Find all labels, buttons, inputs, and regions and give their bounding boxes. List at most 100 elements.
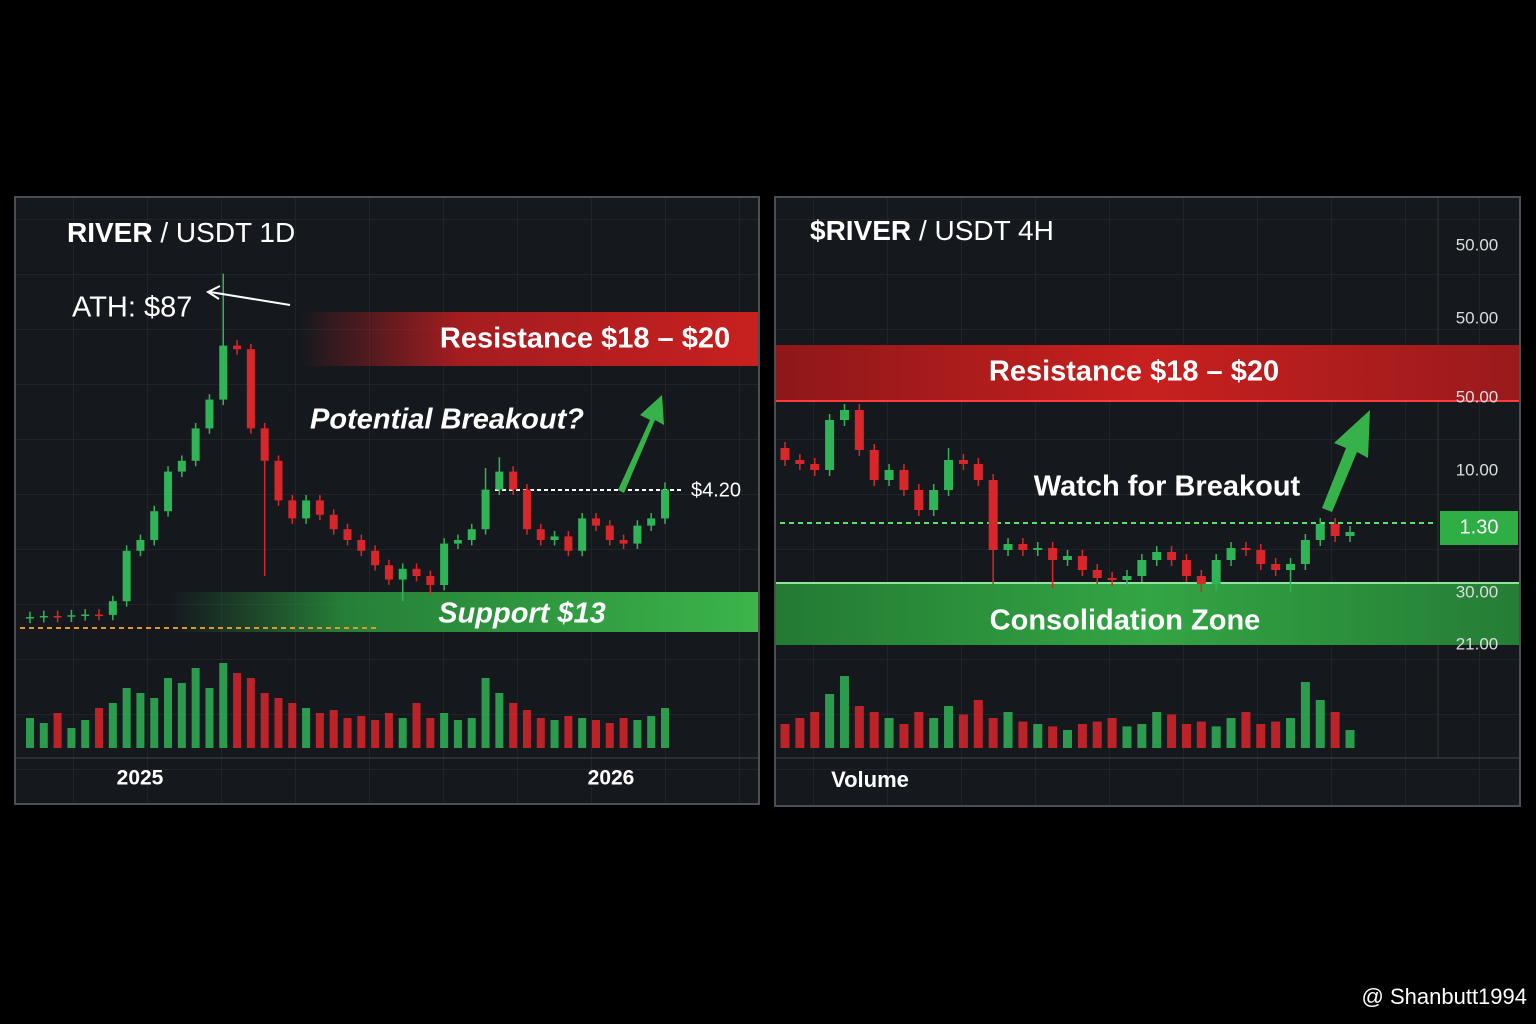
- price-label: 10.00: [1456, 460, 1499, 479]
- volume-bar: [329, 710, 338, 748]
- level-tag: [1440, 511, 1518, 545]
- volume-bar: [495, 693, 504, 748]
- volume-bar: [1345, 730, 1355, 748]
- volume-bar: [371, 720, 380, 748]
- candle-body: [914, 490, 924, 510]
- title-pair: / USDT 1D: [160, 217, 295, 248]
- candle-body: [1003, 544, 1013, 550]
- candle-body: [578, 518, 587, 551]
- candle-body: [958, 460, 968, 464]
- candle-body: [205, 399, 214, 429]
- volume-bar: [191, 668, 200, 748]
- candle-body: [357, 540, 366, 551]
- volume-bar: [1181, 724, 1191, 748]
- candle-body: [619, 540, 628, 544]
- candle-body: [67, 615, 76, 617]
- candle-body: [633, 525, 642, 544]
- candle-body: [795, 460, 805, 464]
- candle-body: [988, 480, 998, 550]
- candle-body: [384, 565, 393, 580]
- candle-body: [1092, 570, 1102, 578]
- candle-body: [246, 349, 255, 429]
- candle-body: [453, 540, 462, 544]
- candle-body: [825, 420, 835, 470]
- candle-body: [1152, 552, 1162, 560]
- volume-bar: [780, 724, 790, 748]
- title-symbol: $RIVER: [810, 215, 911, 246]
- volume-bar: [1300, 682, 1310, 748]
- volume-bar: [26, 718, 34, 748]
- candle-body: [522, 489, 531, 530]
- x-label: 2026: [588, 767, 635, 790]
- candle-body: [426, 576, 435, 585]
- volume-bar: [384, 713, 393, 748]
- candle-body: [150, 511, 159, 540]
- volume-bar: [944, 706, 954, 748]
- resistance-band: [300, 312, 758, 366]
- candle-body: [536, 529, 545, 540]
- volume-bar: [467, 718, 476, 748]
- volume-bar: [343, 718, 352, 748]
- volume-bar: [1256, 724, 1266, 748]
- candle-body: [26, 617, 34, 619]
- candle-body: [1063, 556, 1072, 560]
- candle-body: [1122, 576, 1132, 580]
- volume-bar: [633, 720, 642, 748]
- volume-bar: [426, 718, 435, 748]
- candle-body: [191, 428, 200, 461]
- candle-body: [1181, 560, 1191, 576]
- volume-bar: [453, 720, 462, 748]
- candle-body: [1345, 532, 1355, 536]
- volume-bar: [1048, 726, 1058, 748]
- volume-bar: [929, 718, 939, 748]
- candle-body: [1107, 578, 1117, 580]
- candle-body: [39, 615, 48, 618]
- volume-bar: [810, 712, 820, 748]
- volume-bar: [899, 724, 909, 748]
- candle-body: [1137, 560, 1147, 576]
- volume-bar: [647, 716, 656, 748]
- volume-bar: [412, 703, 421, 748]
- volume-bar: [108, 703, 117, 748]
- title-pair: / USDT 4H: [919, 215, 1054, 246]
- volume-bar: [825, 694, 835, 748]
- candle-body: [315, 500, 324, 515]
- watermark: @ Shanbutt1994: [1362, 984, 1527, 1009]
- zone-label: Consolidation Zone: [990, 605, 1261, 637]
- volume-bar: [958, 714, 968, 748]
- volume-bar: [398, 718, 407, 748]
- volume-bar: [164, 678, 173, 748]
- candles: [26, 273, 669, 748]
- candle-body: [219, 345, 228, 400]
- volume-bar: [578, 718, 587, 748]
- volume-bar: [260, 693, 269, 748]
- candle-body: [274, 460, 283, 501]
- candle-body: [869, 450, 879, 480]
- candle-body: [944, 460, 954, 490]
- volume-bar: [205, 688, 214, 748]
- title: $RIVER / USDT 4H: [810, 215, 1054, 246]
- candle-body: [122, 550, 131, 602]
- candle-body: [260, 428, 269, 461]
- volume-bar: [315, 713, 324, 748]
- volume-bar: [233, 673, 242, 748]
- candle-body: [605, 525, 614, 540]
- volume-bar: [357, 716, 366, 748]
- resistance-label: Resistance $18 – $20: [989, 356, 1279, 388]
- volume-bar: [288, 703, 297, 748]
- volume-bar: [1018, 721, 1028, 748]
- price-label: 50.00: [1456, 308, 1499, 327]
- volume-bar: [1122, 726, 1132, 748]
- volume-bar: [619, 718, 628, 748]
- volume-bar: [869, 712, 879, 748]
- volume-bar: [1271, 721, 1281, 748]
- candle-body: [899, 470, 909, 490]
- resistance-label: Resistance $18 – $20: [440, 323, 730, 355]
- candle-body: [164, 471, 173, 512]
- candle-body: [1018, 544, 1028, 550]
- candle-body: [839, 410, 849, 420]
- volume-bar: [136, 693, 145, 748]
- volume-bar: [591, 720, 600, 748]
- volume-bar: [53, 713, 62, 748]
- support-band: [170, 592, 758, 632]
